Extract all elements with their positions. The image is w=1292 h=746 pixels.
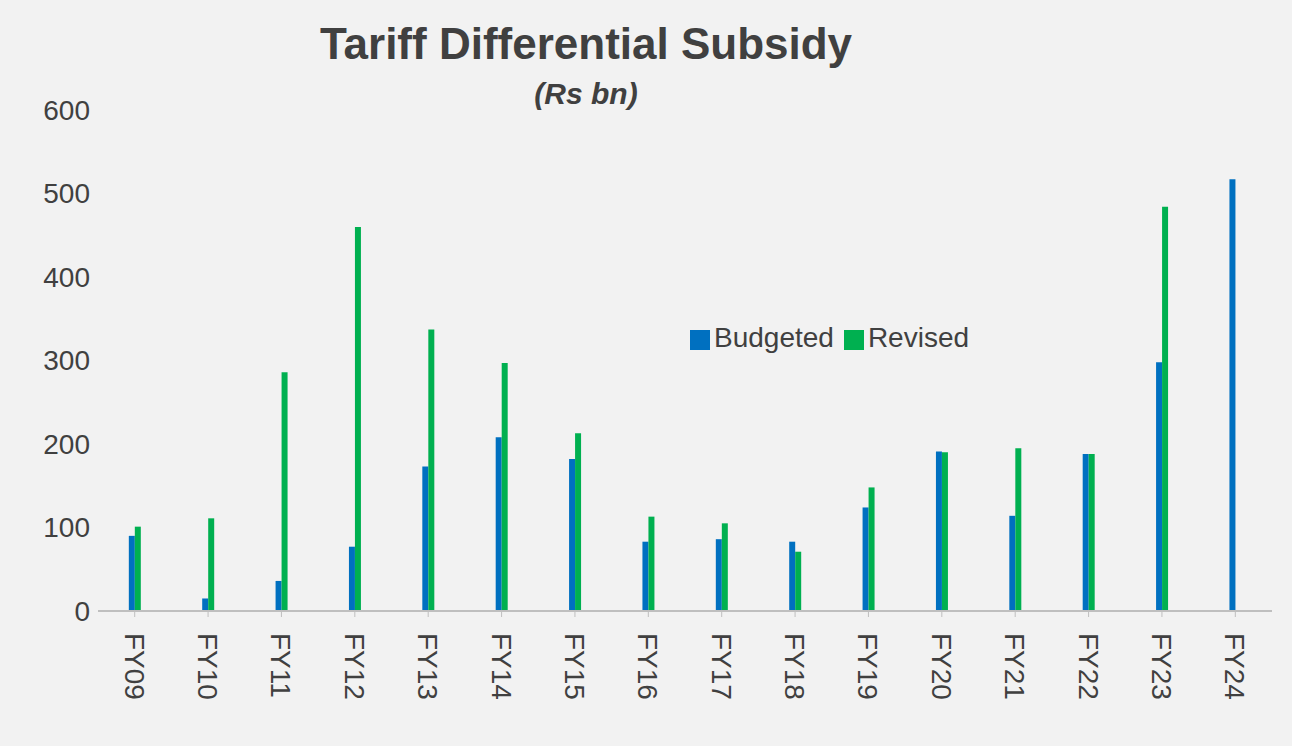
svg-text:600: 600 — [43, 95, 90, 126]
svg-text:FY11: FY11 — [265, 633, 296, 698]
svg-text:500: 500 — [43, 178, 90, 209]
html-text:Tariff Differential Subsidy: Tariff Differential Subsidy — [319, 19, 853, 68]
svg-text:FY13: FY13 — [412, 633, 443, 700]
svg-text:100: 100 — [43, 512, 90, 543]
svg-text:FY16: FY16 — [632, 633, 663, 700]
svg-text:FY12: FY12 — [339, 633, 370, 700]
svg-text:FY19: FY19 — [852, 633, 883, 700]
svg-text:FY23: FY23 — [1146, 633, 1177, 700]
html-text:Budgeted: Budgeted — [714, 322, 834, 353]
svg-text:200: 200 — [43, 429, 90, 460]
svg-text:FY15: FY15 — [559, 633, 590, 700]
svg-text:FY09: FY09 — [119, 633, 150, 700]
html-text:Revised: Revised — [867, 322, 970, 353]
svg-text:FY14: FY14 — [486, 633, 517, 700]
svg-text:0: 0 — [74, 596, 90, 627]
svg-text:FY21: FY21 — [999, 633, 1030, 700]
svg-text:300: 300 — [43, 345, 90, 376]
svg-text:FY24: FY24 — [1219, 633, 1250, 700]
svg-text:FY22: FY22 — [1073, 633, 1104, 700]
svg-text:FY20: FY20 — [926, 633, 957, 700]
svg-text:FY10: FY10 — [192, 633, 223, 700]
svg-text:FY17: FY17 — [706, 633, 737, 700]
html-text:(Rs bn): (Rs bn) — [534, 77, 638, 110]
svg-text:400: 400 — [43, 262, 90, 293]
svg-text:FY18: FY18 — [779, 633, 810, 700]
